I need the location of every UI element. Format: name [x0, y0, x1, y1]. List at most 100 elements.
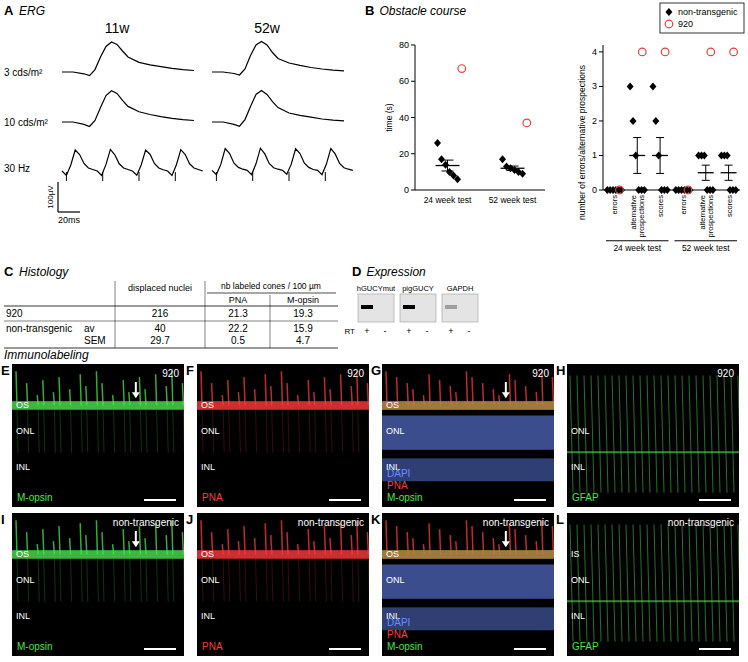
- micrograph: [197, 364, 369, 507]
- image-background: [382, 364, 554, 507]
- stimulus-label: 30 Hz: [4, 163, 30, 174]
- point: [684, 186, 692, 194]
- lane-label: -: [468, 326, 471, 336]
- table-line: [205, 281, 206, 348]
- gel-band: [361, 305, 373, 309]
- erg-trace: [212, 148, 353, 174]
- cone-streak: [80, 523, 81, 554]
- cone-streak: [509, 374, 510, 405]
- os-band: [382, 550, 554, 559]
- cone-fiber: [358, 410, 359, 453]
- table-cell: 4.7: [296, 335, 310, 346]
- cone-fiber: [245, 410, 246, 453]
- scale-bar: [58, 211, 80, 212]
- glia-fiber: [724, 375, 727, 492]
- cone-fiber: [282, 410, 283, 453]
- layer-label: ONL: [16, 575, 35, 585]
- cone-fiber: [38, 410, 39, 453]
- error-cap: [442, 160, 454, 161]
- glia-fiber: [717, 375, 720, 492]
- stain-label: M-opsin: [17, 641, 53, 652]
- stain-label: PNA: [202, 641, 223, 652]
- table-line: [207, 293, 336, 294]
- layer-label: IS: [571, 549, 580, 559]
- cone-streak: [341, 374, 342, 405]
- cone-fiber: [309, 559, 310, 602]
- os-band: [12, 401, 184, 410]
- x-tick-label: scores: [656, 195, 665, 217]
- y-tick-label: 1: [592, 150, 597, 160]
- point: [665, 20, 673, 28]
- panel-letter: H: [556, 363, 565, 378]
- glia-fiber: [710, 524, 713, 641]
- x-tick-label: alternativeprospections: [629, 195, 646, 238]
- inl-band: [382, 458, 554, 481]
- point: [641, 186, 648, 194]
- image-background: [197, 364, 369, 507]
- cone-fiber: [38, 559, 39, 602]
- error-cap: [610, 190, 618, 191]
- point: [664, 186, 671, 194]
- point: [629, 117, 636, 125]
- cone-fiber: [103, 559, 104, 602]
- scale-bar: [514, 499, 546, 501]
- error-cap: [507, 170, 519, 171]
- x-tick-label: alternativeprospections: [698, 195, 715, 238]
- error-bar: [728, 165, 729, 180]
- cone-fiber: [114, 559, 115, 602]
- glia-fiber: [738, 524, 739, 641]
- cone-streak: [96, 520, 97, 554]
- glia-fiber: [661, 375, 664, 492]
- stimulus-tick: [102, 172, 103, 181]
- layer-label: INL: [16, 462, 30, 472]
- stain-label: PNA: [387, 629, 408, 640]
- layer-label: OS: [201, 549, 214, 559]
- age-label: 11w: [105, 20, 131, 36]
- label-line: errors: [610, 195, 619, 215]
- layer-label: INL: [201, 462, 215, 472]
- gel-band: [463, 305, 475, 309]
- glia-fiber: [731, 375, 734, 492]
- y-tick-label: 80: [399, 40, 409, 50]
- y-tick-label: 0: [592, 185, 597, 195]
- stimulus-label: 10 cds/m²: [4, 117, 49, 128]
- glia-fiber: [626, 524, 629, 641]
- label-line: scores: [656, 195, 665, 217]
- cone-fiber: [229, 410, 230, 453]
- genotype-label: non-transgenic: [483, 517, 549, 528]
- x-tick-label: errors: [610, 195, 619, 215]
- point: [499, 155, 506, 163]
- cone-fiber: [54, 559, 55, 602]
- genotype-label: 920: [162, 368, 179, 379]
- y-tick-label: 2: [592, 116, 597, 126]
- glia-fiber: [598, 375, 601, 492]
- glia-fiber: [731, 524, 734, 641]
- micrograph: [382, 513, 554, 656]
- layer-label: ONL: [386, 426, 405, 436]
- point: [709, 186, 716, 194]
- cone-fiber: [87, 410, 88, 453]
- point: [724, 151, 731, 159]
- glia-fiber: [633, 375, 636, 492]
- arrow-head: [502, 541, 510, 547]
- arrow: [505, 531, 507, 542]
- genotype-label: non-transgenic: [113, 517, 179, 528]
- inl-band: [382, 607, 554, 630]
- rt-label: RT: [344, 327, 355, 336]
- layer-label: INL: [571, 611, 585, 621]
- scale-bar: [514, 648, 546, 650]
- cone-fiber: [256, 410, 257, 453]
- cone-fiber: [272, 410, 273, 453]
- stain-label: M-opsin: [387, 492, 423, 503]
- table-line: [4, 321, 338, 322]
- image-background: [567, 364, 739, 507]
- error-cap: [725, 165, 733, 166]
- cone-fiber: [173, 410, 174, 453]
- genotype-label: non-transgenic: [668, 517, 734, 528]
- scale-bar: [329, 499, 361, 501]
- layer-label: ONL: [386, 575, 405, 585]
- stain-label: M-opsin: [387, 641, 423, 652]
- image-background: [567, 513, 739, 656]
- table-line: [270, 295, 271, 348]
- cone-fiber: [342, 559, 343, 602]
